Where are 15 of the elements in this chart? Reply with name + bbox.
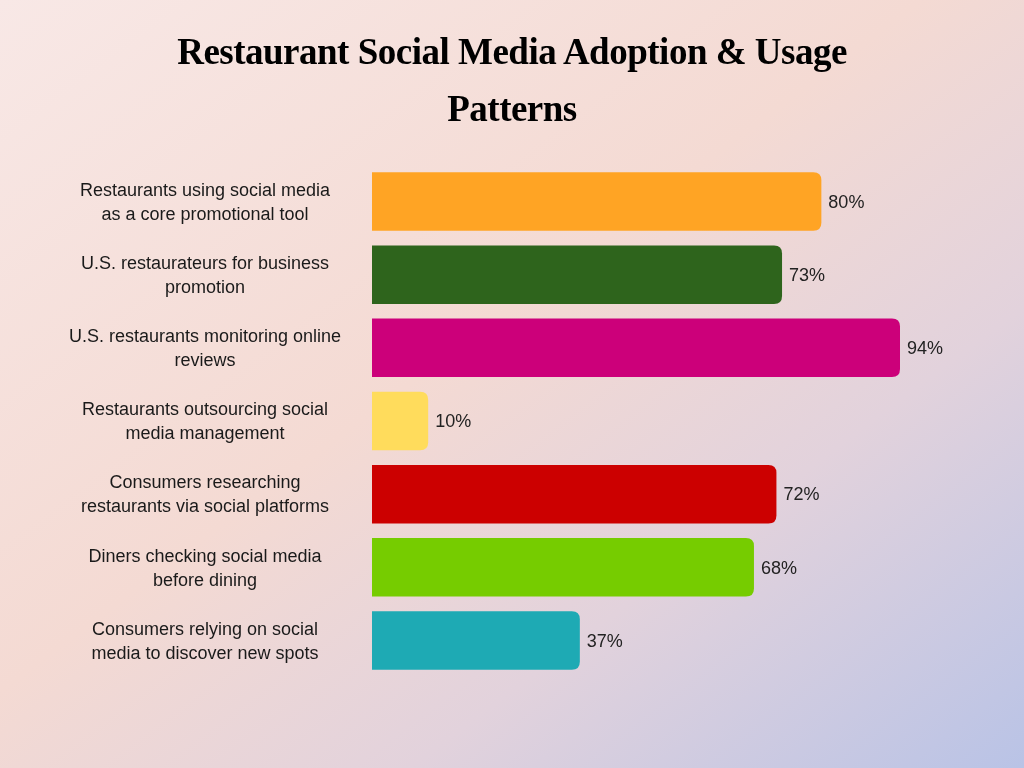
data-label: 37% xyxy=(586,630,623,651)
data-label: 72% xyxy=(783,484,820,505)
chart-title: Restaurant Social Media Adoption & Usage Patterns xyxy=(177,31,847,129)
data-label: 10% xyxy=(435,411,472,432)
data-label: 80% xyxy=(828,191,865,212)
data-label: 68% xyxy=(760,557,797,578)
data-label: 94% xyxy=(907,338,944,359)
y-tick-label: U.S. restaurateurs for business promotion xyxy=(80,253,330,298)
y-tick-label: Consumers relying on social media to discover new spots xyxy=(91,618,319,663)
y-tick-label: Restaurants outsourcing social media management xyxy=(81,399,329,444)
y-tick-label: Diners checking social media before dining xyxy=(88,545,323,590)
y-tick-label: Restaurants using social media as a core promotional tool xyxy=(79,179,332,224)
y-tick-label: Consumers researching restaurants via social platforms xyxy=(80,472,330,517)
y-tick-label: U.S. restaurants monitoring online reviews xyxy=(68,326,342,371)
data-label: 73% xyxy=(789,265,826,286)
